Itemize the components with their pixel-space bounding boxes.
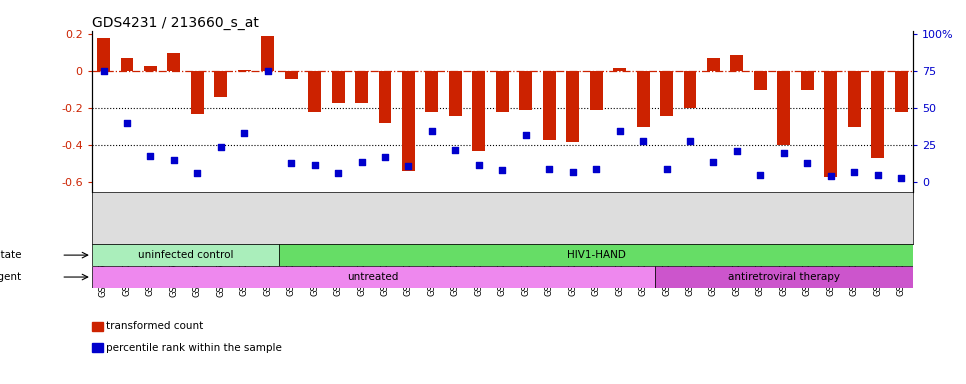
Point xyxy=(96,68,111,74)
Bar xyxy=(637,71,649,127)
Bar xyxy=(613,68,626,71)
Point xyxy=(611,127,627,134)
Point xyxy=(119,120,134,126)
Point xyxy=(565,169,581,175)
Point xyxy=(682,138,697,144)
Text: uninfected control: uninfected control xyxy=(138,250,234,260)
Bar xyxy=(449,71,462,116)
Bar xyxy=(801,71,813,90)
Point xyxy=(307,161,323,167)
Point xyxy=(846,169,862,175)
Point xyxy=(659,166,674,172)
Text: agent: agent xyxy=(0,272,21,282)
Bar xyxy=(848,71,861,127)
Point xyxy=(495,167,510,174)
Point xyxy=(636,138,651,144)
Bar xyxy=(660,71,673,116)
Point xyxy=(518,132,533,138)
Bar xyxy=(331,71,345,103)
Point xyxy=(447,147,463,153)
Bar xyxy=(895,71,908,112)
Bar xyxy=(92,244,279,266)
Bar xyxy=(496,71,509,112)
Point xyxy=(894,175,909,181)
Point xyxy=(330,170,346,177)
Point xyxy=(213,144,229,150)
Point xyxy=(378,154,393,160)
Text: untreated: untreated xyxy=(348,272,399,282)
Point xyxy=(823,173,838,179)
Point xyxy=(729,148,745,154)
Text: HIV1-HAND: HIV1-HAND xyxy=(567,250,626,260)
Bar xyxy=(707,58,720,71)
Bar xyxy=(191,71,204,114)
Point xyxy=(800,160,815,166)
Bar xyxy=(167,53,181,71)
Bar xyxy=(214,71,227,97)
Bar xyxy=(520,71,532,110)
Bar xyxy=(778,71,790,145)
Bar xyxy=(402,71,415,171)
Bar xyxy=(308,71,321,112)
Bar xyxy=(355,71,368,103)
Text: disease state: disease state xyxy=(0,250,21,260)
Point xyxy=(354,159,369,165)
Bar xyxy=(121,58,133,71)
Point xyxy=(237,131,252,137)
Point xyxy=(753,172,768,178)
Text: GDS4231 / 213660_s_at: GDS4231 / 213660_s_at xyxy=(92,16,259,30)
Bar xyxy=(824,71,838,177)
Bar xyxy=(730,55,744,71)
Bar xyxy=(472,71,485,151)
Bar xyxy=(589,71,603,110)
Bar xyxy=(144,66,156,71)
Point xyxy=(401,163,416,169)
Bar xyxy=(97,38,110,71)
Point xyxy=(143,152,158,159)
Bar xyxy=(871,71,884,158)
Point xyxy=(166,157,182,163)
Point xyxy=(283,160,298,166)
Text: antiretroviral therapy: antiretroviral therapy xyxy=(727,272,839,282)
Bar xyxy=(655,266,913,288)
Bar xyxy=(543,71,555,140)
Point xyxy=(776,150,791,156)
Point xyxy=(588,166,604,172)
Text: transformed count: transformed count xyxy=(106,321,204,331)
Point xyxy=(870,172,886,178)
Bar xyxy=(279,244,913,266)
Bar xyxy=(379,71,391,123)
Bar xyxy=(684,71,696,108)
Bar xyxy=(92,266,655,288)
Bar xyxy=(285,71,298,79)
Point xyxy=(260,68,275,74)
Point xyxy=(706,159,722,165)
Point xyxy=(542,166,557,172)
Point xyxy=(189,170,205,177)
Point xyxy=(424,127,440,134)
Bar xyxy=(425,71,439,112)
Bar xyxy=(753,71,767,90)
Bar xyxy=(566,71,580,142)
Bar xyxy=(261,36,274,71)
Bar xyxy=(238,70,251,71)
Text: percentile rank within the sample: percentile rank within the sample xyxy=(106,343,282,353)
Point xyxy=(471,161,487,167)
